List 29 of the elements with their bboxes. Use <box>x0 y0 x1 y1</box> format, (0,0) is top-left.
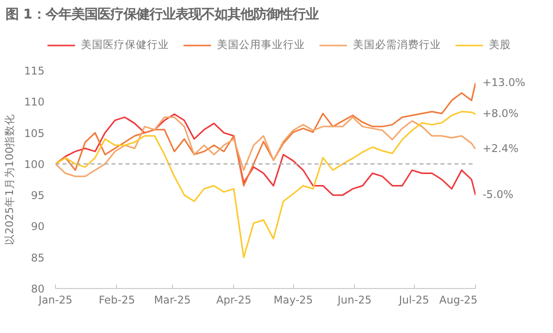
x-tick-label: Aug-25 <box>439 294 478 306</box>
chart-title: 图 1：今年美国医疗保健行业表现不如其他防御性行业 <box>6 6 318 22</box>
x-tick-label: Mar-25 <box>154 294 191 306</box>
x-tick-label: Feb-25 <box>98 294 136 306</box>
line-series <box>56 113 476 196</box>
y-tick-label: 110 <box>24 96 45 109</box>
x-tick-label: Apr-25 <box>216 294 252 306</box>
y-tick-label: 115 <box>24 64 45 78</box>
y-tick-label: 95 <box>30 189 45 202</box>
y-axis-title: 以2025年1月为100指数化 <box>3 114 16 246</box>
x-tick-label: Jul-25 <box>398 294 430 306</box>
annotation: +13.0% <box>482 76 526 89</box>
line-series <box>56 110 476 258</box>
x-tick-label: Jan-25 <box>38 294 72 306</box>
annotation: +2.4% <box>482 142 518 155</box>
annotation: -5.0% <box>482 188 514 202</box>
y-tick-label: 100 <box>24 158 45 171</box>
legend-label: 美股 <box>489 38 511 52</box>
x-tick-label: Jun-25 <box>336 294 372 306</box>
y-tick-label: 85 <box>30 251 45 264</box>
x-tick-label: May-25 <box>274 294 313 306</box>
legend-label: 美国必需消费行业 <box>353 38 441 52</box>
legend-label: 美国公用事业行业 <box>217 38 305 52</box>
y-tick-label: 105 <box>24 126 45 140</box>
y-tick-label: 90 <box>30 220 45 234</box>
line-series <box>56 116 476 178</box>
legend-label: 美国医疗保健行业 <box>81 38 169 52</box>
annotation: +8.0% <box>482 107 518 120</box>
y-tick-label: 80 <box>30 282 45 296</box>
